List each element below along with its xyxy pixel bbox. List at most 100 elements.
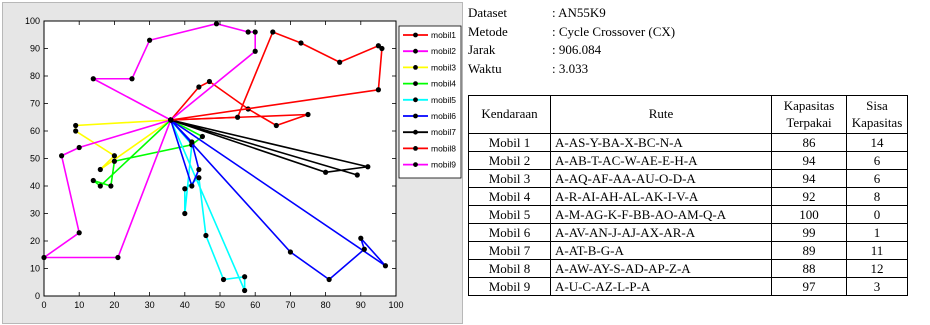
table-row: Mobil 1 A-AS-Y-BA-X-BC-N-A 86 14: [468, 133, 908, 152]
used-capacity-cell: 86: [771, 133, 847, 152]
customer-point: [129, 76, 135, 82]
y-tick-label: 20: [30, 236, 40, 246]
customer-point: [111, 158, 117, 164]
method-row: Metode : Cycle Crossover (CX): [468, 23, 928, 42]
customer-point: [287, 249, 293, 255]
route-cell: A-AW-AY-S-AD-AP-Z-A: [550, 259, 772, 278]
route-cell: A-M-AG-K-F-BB-AO-AM-Q-A: [550, 205, 772, 224]
customer-point: [196, 166, 202, 173]
customer-point: [235, 114, 241, 120]
customer-point: [361, 246, 367, 252]
remaining-capacity-cell: 8: [846, 187, 908, 206]
time-label: Waktu: [468, 60, 502, 76]
legend-marker: [413, 32, 418, 38]
header-route: Rute: [550, 95, 772, 134]
y-tick-label: 80: [30, 71, 40, 81]
axis-ticks: 0 10 20 30 40 50 60 70 80 90 100 0 10 20 30 40 50 60 70 80 9…: [25, 16, 404, 310]
customer-point: [379, 45, 385, 52]
customer-point: [375, 43, 381, 49]
x-tick-label: 60: [250, 300, 260, 310]
customer-point: [115, 254, 121, 261]
x-tick-label: 80: [321, 300, 331, 310]
route-chart: 0 10 20 30 40 50 60 70 80 90 100 0 10 20 30 40 50 60 70 80 9…: [25, 16, 462, 310]
header-remaining-capacity: Sisa Kapasitas: [846, 95, 908, 134]
route-mobil2: [90, 21, 258, 123]
customer-point: [76, 144, 82, 151]
legend-label: mobil2: [431, 46, 456, 56]
legend-marker: [413, 97, 418, 103]
x-tick-label: 0: [41, 300, 46, 310]
customer-point: [182, 186, 188, 192]
vehicle-cell: Mobil 1: [468, 133, 551, 152]
x-tick-label: 20: [109, 300, 119, 310]
customer-point: [252, 29, 258, 35]
table-header-row: Kendaraan Rute Kapasitas Terpakai Sisa K…: [468, 95, 908, 134]
table-row: Mobil 6 A-AV-AN-J-AJ-AX-AR-A 99 1: [468, 223, 908, 242]
legend-marker: [413, 146, 418, 151]
used-capacity-cell: 89: [771, 241, 847, 260]
customer-point: [90, 76, 96, 82]
vehicle-cell: Mobil 3: [468, 169, 551, 188]
remaining-capacity-cell: 1: [846, 223, 908, 242]
used-capacity-cell: 94: [771, 151, 847, 170]
used-capacity-cell: 94: [771, 169, 847, 188]
legend-label: mobil4: [431, 79, 456, 89]
vehicle-cell: Mobil 4: [468, 187, 551, 206]
customer-point: [252, 48, 258, 54]
table-row: Mobil 4 A-R-AI-AH-AL-AK-I-V-A 92 8: [468, 187, 908, 206]
route-cell: A-AQ-AF-AA-AU-O-D-A: [550, 169, 772, 188]
table-row: Mobil 2 A-AB-T-AC-W-AE-E-H-A 94 6: [468, 151, 908, 170]
remaining-capacity-cell: 3: [846, 277, 908, 296]
used-capacity-cell: 92: [771, 187, 847, 206]
remaining-capacity-cell: 14: [846, 133, 908, 152]
customer-point: [365, 164, 371, 170]
legend-marker: [413, 162, 418, 168]
legend-marker: [413, 113, 418, 119]
customer-point: [242, 274, 248, 280]
customer-point: [203, 232, 209, 239]
route-plot-panel: 0 10 20 30 40 50 60 70 80 90 100 0 10 20 30 40 50 60 70 80 9…: [0, 0, 463, 325]
x-tick-label: 100: [388, 300, 403, 310]
legend-label: mobil5: [431, 95, 456, 105]
route-cell: A-AT-B-G-A: [550, 241, 772, 260]
dataset-label: Dataset: [468, 5, 507, 20]
route-cell: A-R-AI-AH-AL-AK-I-V-A: [550, 187, 772, 206]
customer-point: [97, 166, 103, 173]
route-lines: [41, 21, 389, 294]
y-tick-label: 50: [30, 154, 40, 164]
route-cell: A-U-C-AZ-L-P-A: [550, 277, 772, 296]
used-capacity-cell: 99: [771, 223, 847, 242]
customer-point: [168, 117, 174, 123]
route-line: [170, 119, 369, 176]
legend-marker: [413, 65, 418, 70]
y-tick-label: 10: [30, 264, 40, 274]
customer-point: [245, 29, 251, 35]
dataset-value: : AN55K9: [552, 5, 606, 20]
legend-label: mobil6: [431, 111, 456, 121]
customer-point: [270, 29, 276, 35]
vehicle-cell: Mobil 6: [468, 223, 551, 242]
vehicle-cell: Mobil 9: [468, 277, 551, 296]
remaining-capacity-cell: 0: [846, 205, 908, 224]
table-row: Mobil 3 A-AQ-AF-AA-AU-O-D-A 94 6: [468, 169, 908, 188]
customer-point: [375, 87, 381, 93]
customer-point: [358, 235, 364, 241]
legend-label: mobil3: [431, 62, 456, 72]
plot-axes-area: [43, 20, 397, 297]
dataset-row: Dataset : AN55K9: [468, 4, 928, 23]
customer-point: [196, 175, 202, 181]
customer-point: [199, 133, 205, 140]
route-table: Kendaraan Rute Kapasitas Terpakai Sisa K…: [468, 95, 908, 296]
legend-label: mobil9: [431, 160, 456, 170]
x-tick-label: 30: [145, 300, 155, 310]
customer-point: [242, 287, 248, 294]
distance-value: : 906.084: [552, 42, 602, 57]
customer-point: [97, 183, 103, 189]
method-value: : Cycle Crossover (CX): [552, 23, 676, 39]
y-tick-label: 40: [30, 181, 40, 191]
x-tick-label: 90: [356, 300, 366, 310]
table-row: Mobil 7 A-AT-B-G-A 89 11: [468, 241, 908, 260]
header-used-capacity: Kapasitas Terpakai: [771, 95, 847, 134]
x-tick-label: 50: [215, 300, 225, 310]
customer-point: [382, 263, 389, 269]
